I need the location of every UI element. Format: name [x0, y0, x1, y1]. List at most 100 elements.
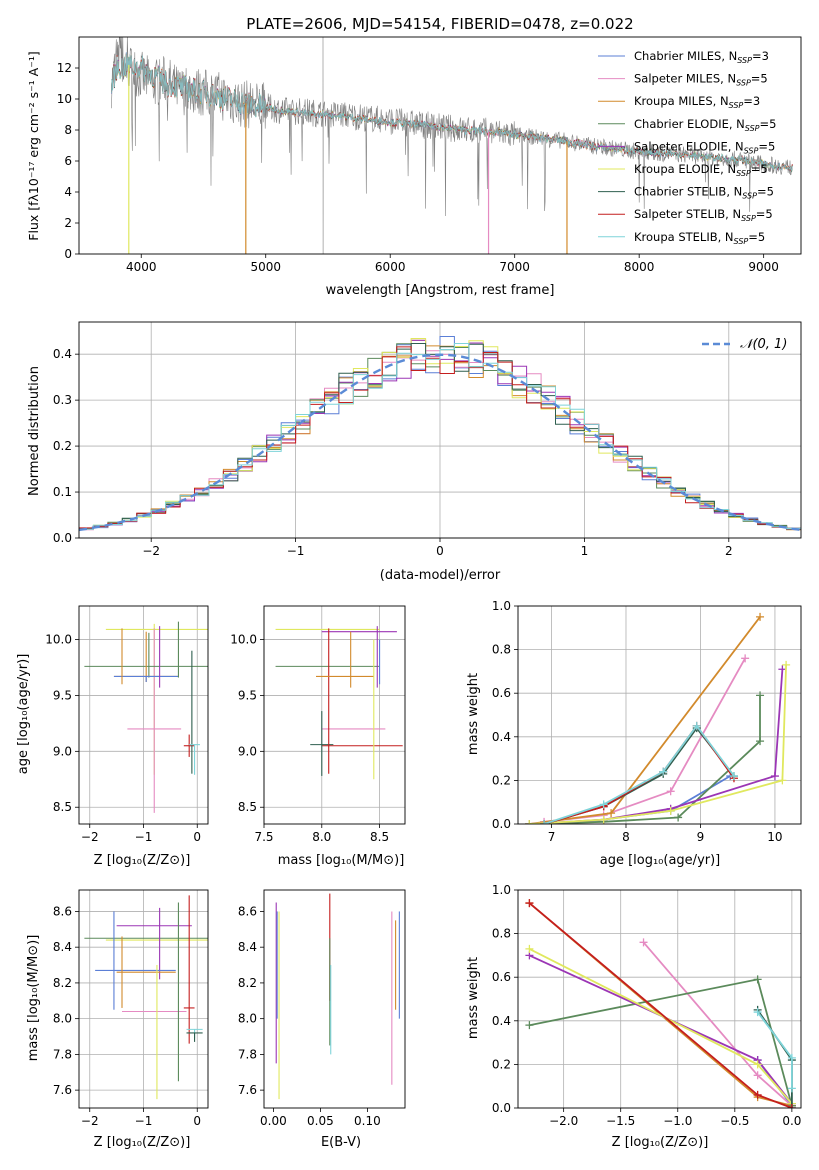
y-tick-label: 8: [64, 123, 72, 137]
weight-vs-z-chart: Z [log₁₀(Z/Z⊙)] mass weight −2.0 −1.5 −1.0…: [466, 883, 802, 1150]
y-tick-label: 8.0: [53, 1012, 72, 1026]
y-tick-label: 9.5: [238, 688, 257, 702]
x-tick-label: −1.0: [663, 1114, 692, 1128]
y-tick-label: 0.6: [492, 686, 511, 700]
x-tick-label: 0: [436, 544, 444, 558]
y-tick-label: 8.4: [53, 940, 72, 954]
plot-frame: [78, 321, 802, 539]
x-tick-label: 7.5: [254, 830, 273, 844]
weight-marker-5-0: [525, 944, 534, 953]
x-tick-label: 7: [548, 830, 556, 844]
age-vs-mass-chart: mass [log₁₀(M/M⊙)] 7.5 8.0 8.5 8.5 9.0 9.5 10.…: [230, 605, 406, 868]
y-tick-label: 8.5: [53, 800, 72, 814]
y-tick-label: 8.2: [53, 976, 72, 990]
age-vs-z-xlabel: Z [log₁₀(Z/Z⊙)]: [94, 853, 191, 868]
weight-marker-1-3: [741, 654, 750, 663]
y-tick-label: 2: [64, 216, 72, 230]
x-tick-label: 10: [767, 830, 782, 844]
weight-marker-2-1: [607, 809, 616, 818]
y-tick-label: 8.6: [238, 904, 257, 918]
weight-vs-age-xlabel: age [log₁₀(age/yr)]: [600, 853, 721, 868]
spectrum-legend: Chabrier MILES, NSSP=3 Salpeter MILES, NS…: [598, 49, 776, 246]
x-tick-label: 9000: [748, 260, 779, 274]
y-tick-label: 0.0: [492, 1101, 511, 1115]
y-tick-label: 7.8: [238, 1047, 257, 1061]
histogram-step-7: [79, 346, 801, 530]
y-tick-label: 0.1: [53, 485, 72, 499]
x-tick-label: 0: [193, 830, 201, 844]
y-tick-label: 4: [64, 185, 72, 199]
x-tick-label: 2: [725, 544, 733, 558]
x-tick-label: −2: [81, 1114, 99, 1128]
plot-frame: [78, 605, 209, 825]
weight-vs-age-ylabel: mass weight: [466, 673, 481, 755]
plot-area: [518, 606, 801, 824]
weight-marker-3-4: [756, 691, 765, 700]
y-tick-label: 7.6: [53, 1083, 72, 1097]
mass-vs-ebv-chart: E(B-V) 0.00 0.05 0.10 7.6 7.8 8.0 8.2 8.4 8.6: [238, 889, 406, 1150]
x-tick-label: −1: [135, 830, 153, 844]
weight-marker-1-2: [666, 787, 675, 796]
mass-vs-z-xlabel: Z [log₁₀(Z/Z⊙)]: [94, 1135, 191, 1150]
plot-area: [79, 37, 801, 254]
y-tick-label: 7.6: [238, 1083, 257, 1097]
spectrum-xlabel: wavelength [Angstrom, rest frame]: [326, 283, 555, 298]
mass-vs-ebv-xlabel: E(B-V): [321, 1135, 361, 1150]
spectrum-chart: wavelength [Angstrom, rest frame] Flux […: [26, 36, 802, 298]
plot-frame: [263, 889, 406, 1109]
y-tick-label: 8.0: [238, 1012, 257, 1026]
legend-label-7: Salpeter STELIB, NSSP=5: [634, 207, 773, 223]
weight-vs-z-xlabel: Z [log₁₀(Z/Z⊙)]: [612, 1135, 709, 1150]
weight-marker-1-0: [639, 938, 648, 947]
y-tick-label: 8.6: [53, 904, 72, 918]
x-tick-label: −1: [287, 544, 305, 558]
weight-marker-3-3: [756, 737, 765, 746]
y-tick-label: 10: [57, 92, 72, 106]
legend-label-5: Kroupa ELODIE, NSSP=5: [634, 162, 768, 178]
x-tick-label: 7000: [499, 260, 530, 274]
legend-label-8: Kroupa STELIB, NSSP=5: [634, 230, 765, 246]
x-tick-label: 0.00: [260, 1114, 287, 1128]
y-tick-label: 0: [64, 247, 72, 261]
y-tick-label: 12: [57, 61, 72, 75]
plot-content: [275, 626, 403, 780]
legend-label-4: Salpeter ELODIE, NSSP=5: [634, 139, 775, 155]
y-tick-label: 1.0: [492, 599, 511, 613]
x-tick-label: 8.0: [312, 830, 331, 844]
y-tick-label: 9.0: [238, 744, 257, 758]
plot-content: [525, 612, 791, 824]
y-tick-label: 0.3: [53, 393, 72, 407]
x-tick-label: 9: [697, 830, 705, 844]
x-tick-label: 8: [622, 830, 630, 844]
legend-label-6: Chabrier STELIB, NSSP=5: [634, 185, 774, 201]
legend-label-3: Chabrier ELODIE, NSSP=5: [634, 117, 776, 133]
weight-marker-4-3: [770, 772, 779, 781]
y-tick-label: 10.0: [45, 633, 72, 647]
age-vs-z-ylabel: age [log₁₀(age/yr)]: [16, 654, 31, 775]
x-tick-label: 8000: [624, 260, 655, 274]
weight-marker-3-1: [753, 975, 762, 984]
weight-marker-8-2: [659, 767, 668, 776]
weight-marker-1-1: [753, 1071, 762, 1080]
y-tick-label: 0.4: [53, 347, 72, 361]
y-tick-label: 1.0: [492, 883, 511, 897]
weight-marker-5-3: [778, 776, 787, 785]
y-tick-label: 8.2: [238, 976, 257, 990]
y-tick-label: 0.4: [492, 1014, 511, 1028]
weight-marker-8-1: [599, 800, 608, 809]
weight-marker-7-2: [787, 1104, 796, 1108]
x-tick-label: 4000: [126, 260, 157, 274]
residuals-legend: 𝒩(0, 1): [702, 337, 787, 352]
age-vs-mass-xlabel: mass [log₁₀(M/M⊙)]: [278, 853, 405, 868]
x-tick-label: 0.10: [354, 1114, 381, 1128]
histogram-step-2: [79, 339, 801, 531]
y-tick-label: 0.2: [492, 1057, 511, 1071]
weight-marker-5-2: [666, 806, 675, 815]
weight-marker-5-1: [599, 815, 608, 824]
x-tick-label: 0.0: [782, 1114, 801, 1128]
plot-content: [84, 895, 208, 1100]
weight-marker-8-2: [787, 1084, 796, 1093]
plot-content: [525, 899, 796, 1108]
x-tick-label: −1.5: [606, 1114, 635, 1128]
x-tick-label: −1: [135, 1114, 153, 1128]
